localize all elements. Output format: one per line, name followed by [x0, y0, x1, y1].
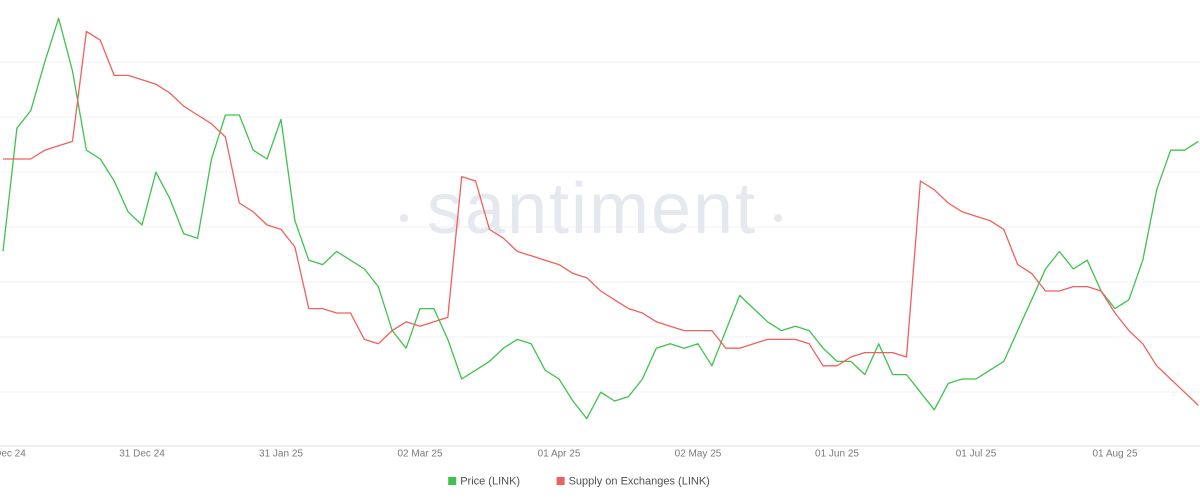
line-series	[3, 30, 1199, 406]
x-tick-label: 01 Jul 25	[956, 449, 997, 460]
legend-swatch	[448, 477, 457, 485]
legend-label: Supply on Exchanges (LINK)	[569, 475, 710, 487]
watermark: santiment	[427, 169, 757, 249]
watermark-dot	[774, 214, 782, 222]
x-tick-label: 31 Jan 25	[259, 449, 303, 460]
legend-label: Price (LINK)	[460, 475, 520, 487]
watermark-dot	[400, 214, 408, 222]
x-tick-label: 01 Aug 25	[1092, 449, 1137, 460]
x-tick-label: 02 May 25	[675, 449, 722, 460]
line-series	[2, 17, 1199, 420]
x-tick-label: 01 Jun 25	[815, 449, 859, 460]
x-tick-label: 31 Dec 24	[119, 449, 165, 460]
x-tick-label: 01 Dec 24	[0, 449, 26, 460]
x-tick-label: 01 Apr 25	[538, 449, 581, 460]
x-tick-label: 02 Mar 25	[397, 449, 442, 460]
legend-swatch	[556, 477, 565, 485]
